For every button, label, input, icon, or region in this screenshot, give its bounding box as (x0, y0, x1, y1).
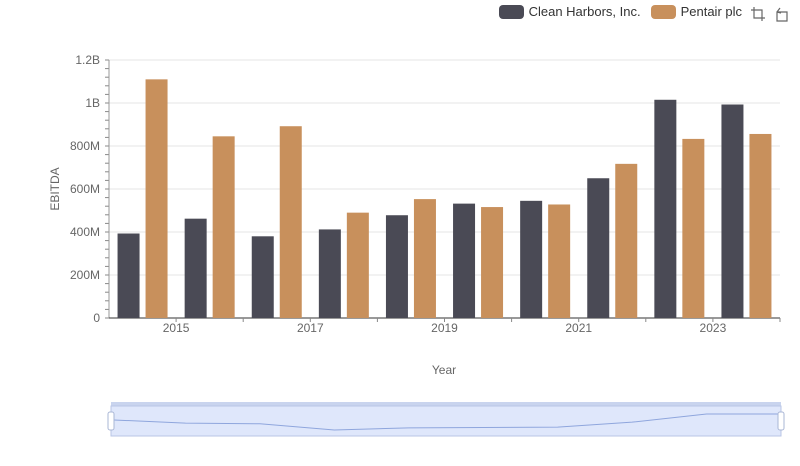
zoom-slider-track[interactable] (110, 405, 782, 437)
y-tick-label: 0 (93, 311, 100, 325)
bar-pentair-2018[interactable] (413, 199, 436, 318)
bar-clean-harbors-2021[interactable] (587, 178, 610, 318)
bar-pentair-2017[interactable] (346, 212, 369, 318)
zoom-slider-top-bar[interactable] (111, 402, 781, 406)
bar-pentair-2020[interactable] (548, 204, 571, 318)
x-tick-label: 2019 (431, 321, 458, 335)
toolbox (750, 6, 790, 22)
bar-pentair-2014[interactable] (145, 79, 168, 318)
bar-pentair-2019[interactable] (481, 207, 504, 318)
bar-clean-harbors-2014[interactable] (117, 233, 140, 318)
bar-clean-harbors-2016[interactable] (251, 236, 274, 318)
bar-pentair-2022[interactable] (682, 138, 705, 318)
legend-swatch-pentair (650, 4, 676, 19)
bar-pentair-2021[interactable] (615, 163, 638, 318)
zoom-icon[interactable] (750, 6, 766, 22)
restore-icon[interactable] (774, 6, 790, 22)
y-axis-title: EBITDA (48, 167, 62, 210)
legend-label-clean-harbors: Clean Harbors, Inc. (528, 4, 641, 19)
y-tick-label: 200M (70, 268, 100, 282)
bar-pentair-2016[interactable] (279, 126, 302, 318)
bar-pentair-2015[interactable] (212, 136, 235, 318)
bar-clean-harbors-2023[interactable] (721, 104, 744, 318)
legend-item-pentair[interactable]: Pentair plc (650, 4, 742, 19)
bar-clean-harbors-2020[interactable] (520, 200, 543, 318)
x-tick-label: 2015 (163, 321, 190, 335)
x-tick-label: 2017 (297, 321, 324, 335)
x-axis-title: Year (432, 363, 456, 377)
y-tick-label: 1.2B (75, 53, 100, 67)
bar-clean-harbors-2018[interactable] (385, 215, 408, 318)
bar-clean-harbors-2015[interactable] (184, 218, 207, 318)
bar-clean-harbors-2017[interactable] (318, 229, 341, 318)
zoom-handle-right[interactable] (777, 411, 785, 431)
y-tick-label: 800M (70, 139, 100, 153)
legend-item-clean-harbors[interactable]: Clean Harbors, Inc. (498, 4, 641, 19)
legend: Clean Harbors, Inc. Pentair plc (489, 4, 742, 19)
zoom-handle-left[interactable] (107, 411, 115, 431)
bar-clean-harbors-2022[interactable] (654, 99, 677, 319)
legend-swatch-clean-harbors (498, 4, 524, 19)
zoom-preview-line (110, 413, 782, 431)
bar-pentair-2023[interactable] (749, 133, 772, 318)
y-tick-label: 1B (85, 96, 100, 110)
x-tick-label: 2021 (565, 321, 592, 335)
y-tick-label: 600M (70, 182, 100, 196)
x-tick-label: 2023 (700, 321, 727, 335)
legend-label-pentair: Pentair plc (680, 4, 742, 19)
y-tick-label: 400M (70, 225, 100, 239)
bar-clean-harbors-2019[interactable] (453, 203, 476, 318)
